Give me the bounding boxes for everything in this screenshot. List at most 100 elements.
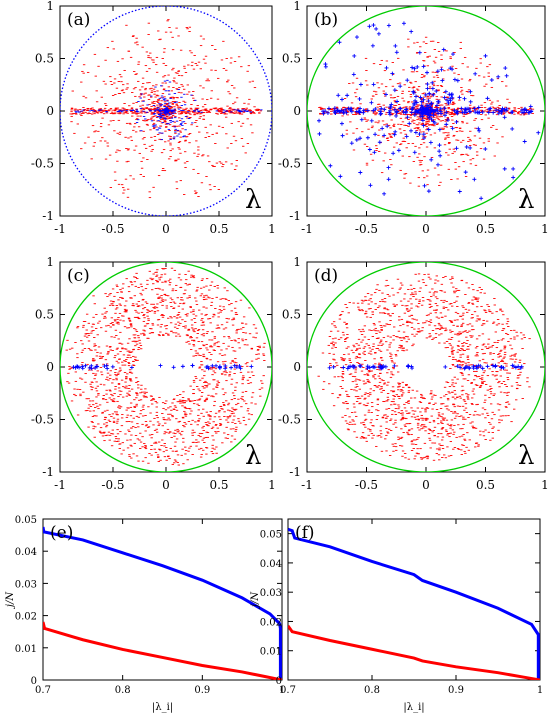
- data-point: [411, 89, 416, 94]
- data-point: [217, 365, 222, 370]
- data-point: [440, 78, 445, 83]
- data-point: [357, 109, 362, 114]
- data-point: [371, 82, 376, 87]
- x-tick-label: -1: [301, 478, 313, 492]
- data-point: [405, 78, 410, 83]
- data-point: [500, 106, 505, 111]
- data-point: [323, 109, 328, 114]
- data-point: [472, 177, 477, 182]
- data-point: [431, 109, 436, 114]
- series-red: [317, 273, 531, 461]
- series-blue: [317, 21, 541, 201]
- data-point: [476, 105, 481, 110]
- x-tick-label: 0.5: [476, 222, 495, 236]
- data-point: [435, 162, 440, 167]
- data-point: [496, 111, 501, 116]
- data-point: [438, 153, 443, 158]
- x-tick-label: 0: [422, 222, 430, 236]
- panel-a: -1 -0.5 0 0.5 1 1 0.5 0 -0.5 -1 (a) λ: [31, 0, 276, 236]
- data-point: [434, 89, 439, 94]
- corner-label: λ: [518, 185, 534, 215]
- data-point: [393, 43, 398, 48]
- data-point: [409, 107, 414, 112]
- data-point: [384, 65, 389, 70]
- data-point: [94, 364, 99, 369]
- x-tick-label: -0.5: [101, 222, 124, 236]
- data-point: [464, 110, 469, 115]
- x-tick-label: -0.5: [355, 222, 378, 236]
- data-point: [412, 150, 417, 155]
- data-point: [443, 113, 448, 118]
- data-point: [104, 363, 109, 368]
- data-point: [421, 123, 426, 128]
- series-red: [65, 267, 266, 466]
- data-point: [526, 110, 531, 115]
- data-point: [385, 124, 390, 129]
- data-point: [450, 95, 455, 100]
- data-point: [425, 103, 430, 108]
- data-point: [234, 365, 239, 370]
- data-point: [210, 363, 215, 368]
- data-point: [365, 108, 370, 113]
- data-point: [479, 196, 484, 201]
- data-point: [403, 110, 408, 115]
- data-point: [465, 106, 470, 111]
- data-point: [450, 126, 455, 131]
- data-point: [376, 31, 381, 36]
- data-point: [340, 133, 345, 138]
- data-point: [486, 110, 491, 115]
- data-point: [434, 108, 439, 113]
- data-point: [413, 130, 418, 135]
- data-point: [429, 117, 434, 122]
- data-point: [206, 366, 211, 371]
- data-point: [238, 366, 243, 371]
- data-point: [368, 183, 373, 188]
- x-tick-label: 0.5: [476, 478, 495, 492]
- data-point: [511, 175, 516, 180]
- data-point: [340, 97, 345, 102]
- data-point: [420, 118, 425, 123]
- data-point: [510, 126, 515, 131]
- data-point: [436, 99, 441, 104]
- x-tick-label: -1: [54, 222, 66, 236]
- data-point: [464, 144, 469, 149]
- data-point: [387, 110, 392, 115]
- data-point: [317, 131, 322, 136]
- data-point: [454, 146, 459, 151]
- data-point: [392, 107, 397, 112]
- data-point: [325, 110, 330, 115]
- data-point: [369, 100, 374, 105]
- data-point: [499, 109, 504, 114]
- data-point: [426, 111, 431, 116]
- data-point: [391, 151, 396, 156]
- series-blue: [74, 79, 263, 141]
- data-point: [504, 73, 509, 78]
- data-point: [428, 109, 433, 114]
- data-point: [439, 67, 444, 72]
- data-point: [473, 71, 478, 76]
- data-point: [397, 106, 402, 111]
- data-point: [428, 140, 433, 145]
- data-point: [419, 99, 424, 104]
- data-point: [367, 147, 372, 152]
- data-point: [444, 110, 449, 115]
- data-point: [413, 94, 418, 99]
- data-point: [437, 149, 442, 154]
- data-point: [317, 118, 322, 123]
- data-point: [427, 104, 432, 109]
- data-point: [528, 104, 533, 109]
- data-point: [477, 128, 482, 133]
- data-point: [419, 111, 424, 116]
- x-tick-label: 0: [422, 478, 430, 492]
- data-point: [358, 170, 363, 175]
- data-point: [459, 106, 464, 111]
- data-point: [380, 126, 385, 131]
- data-point: [409, 128, 414, 133]
- data-point: [401, 109, 406, 114]
- data-point: [323, 62, 328, 67]
- data-point: [204, 365, 209, 370]
- data-point: [483, 147, 488, 152]
- data-point: [404, 134, 409, 139]
- data-point: [158, 363, 163, 368]
- data-point: [524, 108, 529, 113]
